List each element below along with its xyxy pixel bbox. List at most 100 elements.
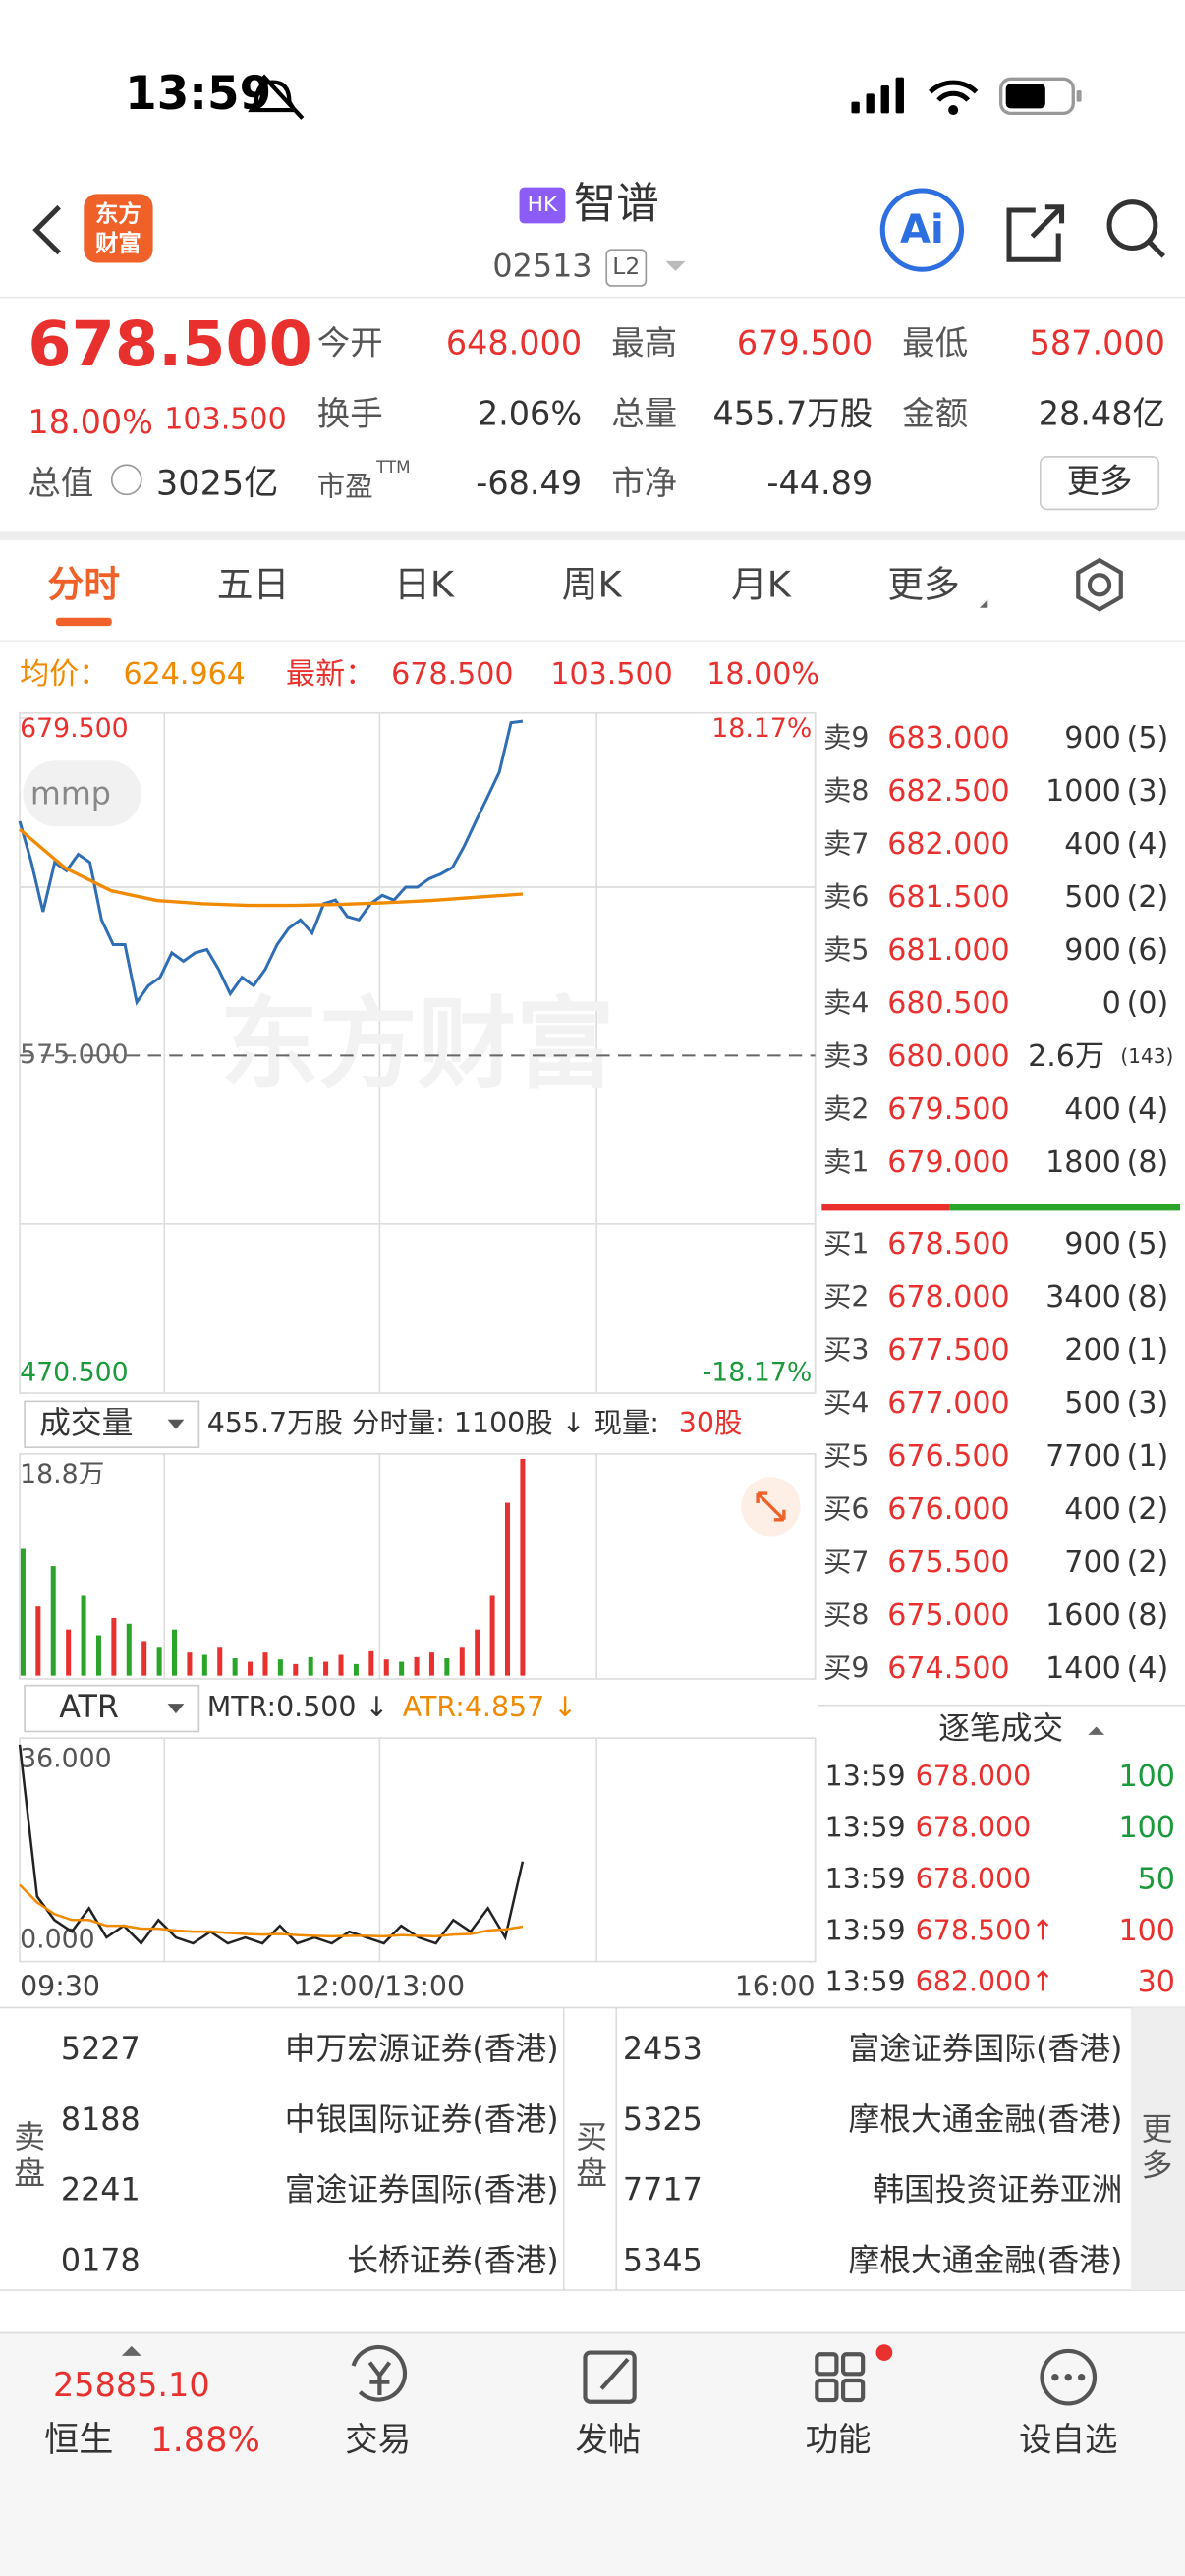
book-price: 679.000 — [887, 1146, 1009, 1180]
book-count: (0) — [1127, 986, 1169, 1021]
book-count: (4) — [1127, 1652, 1169, 1686]
nav-label[interactable]: 交易 — [345, 2420, 411, 2458]
volume-bar — [293, 1663, 299, 1676]
stat-value: -68.49 — [476, 464, 582, 502]
ai-button[interactable] — [879, 188, 965, 272]
book-volume: 500 — [1064, 880, 1120, 915]
index-value: 25885.10 — [53, 2366, 210, 2404]
broker-name: 富途证券国际(香港) — [848, 2032, 1122, 2067]
stat-label: 总量 — [611, 395, 677, 433]
avg-value: 624.964 — [123, 657, 245, 692]
latest-label: 最新： — [286, 657, 374, 692]
book-volume: 1000 — [1045, 774, 1121, 809]
stat-sup: TTM — [375, 457, 411, 476]
more-button[interactable] — [1039, 456, 1160, 511]
nav-label[interactable]: 发帖 — [575, 2420, 641, 2458]
volume-bar — [66, 1629, 72, 1676]
time: 13:59 — [125, 68, 271, 121]
logo[interactable] — [84, 194, 153, 263]
tab[interactable]: 五日 — [217, 563, 290, 605]
chart-tag: mmp — [30, 776, 111, 812]
logo-text: 东方 — [95, 200, 141, 228]
selector-box[interactable] — [24, 1400, 200, 1449]
dropdown[interactable] — [665, 260, 686, 271]
stat-label: 今开 — [317, 324, 383, 363]
book-volume: 1600 — [1045, 1598, 1121, 1633]
y-tick-label: 679.500 — [20, 713, 129, 744]
avg-label: 均价： — [20, 657, 108, 692]
volume-bar — [232, 1658, 238, 1676]
brokers-more-bg[interactable] — [1130, 2007, 1185, 2291]
volume-bar — [444, 1658, 450, 1676]
brokers-more[interactable]: 更多 — [1142, 2112, 1173, 2184]
book-label: 卖9 — [823, 721, 870, 754]
volume-bar — [217, 1647, 223, 1676]
book-count: (8) — [1127, 1280, 1169, 1315]
expand-index[interactable] — [121, 2345, 141, 2356]
book-label: 卖5 — [823, 934, 870, 967]
volume-bar — [277, 1659, 283, 1676]
trade-volume: 30 — [1138, 1965, 1175, 1999]
tab[interactable]: 月K — [731, 563, 792, 605]
stat-value: 455.7万股 — [713, 395, 874, 433]
volume-bar — [428, 1652, 434, 1676]
trade-time: 13:59 — [825, 1863, 906, 1895]
y-tick-label: 36.000 — [20, 1743, 112, 1773]
broker-code: 5227 — [61, 2032, 141, 2067]
book-count: (2) — [1127, 880, 1169, 915]
volume-summary: 455.7万股 分时量: 1100股 ↓ 现量: — [207, 1407, 659, 1439]
tab[interactable]: 更多 — [887, 563, 960, 605]
book-price: 680.500 — [887, 986, 1009, 1021]
share-button[interactable] — [1006, 204, 1065, 262]
ai-label: Ai — [900, 207, 944, 252]
trade-volume: 100 — [1119, 1811, 1175, 1845]
volume-bar — [504, 1502, 511, 1676]
volume-bar — [368, 1650, 374, 1676]
sort-icon[interactable] — [1088, 1726, 1105, 1735]
nav-label[interactable]: 设自选 — [1019, 2420, 1117, 2458]
tab[interactable]: 分时 — [48, 563, 121, 605]
book-label: 买5 — [823, 1440, 870, 1473]
book-price: 679.500 — [887, 1092, 1009, 1127]
volume-bar — [35, 1606, 41, 1676]
book-label: 买6 — [823, 1493, 870, 1526]
volume-bar — [141, 1641, 147, 1676]
book-label: 卖8 — [823, 775, 870, 808]
stat-label: 最高 — [611, 324, 677, 363]
tag-bg — [23, 760, 141, 827]
stat-value: 587.000 — [1030, 324, 1165, 363]
book-count: (5) — [1127, 1227, 1169, 1261]
broker-name: 摩根大通金融(香港) — [848, 2244, 1122, 2279]
market-badge — [519, 187, 566, 224]
stat-label: 最低 — [902, 324, 968, 363]
broker-code: 5325 — [623, 2102, 703, 2138]
info-icon[interactable] — [110, 464, 142, 496]
dots — [1051, 2373, 1086, 2381]
stock-name: 智谱 — [574, 180, 659, 229]
tab[interactable]: 周K — [562, 563, 623, 605]
volume-bar — [308, 1656, 313, 1676]
book-price: 675.500 — [887, 1545, 1009, 1580]
stat-value: -44.89 — [766, 464, 873, 502]
search-button[interactable] — [1106, 199, 1166, 258]
level: L2 — [612, 252, 640, 280]
tab[interactable]: 日K — [394, 563, 455, 605]
settings-button[interactable] — [1076, 557, 1123, 612]
book-price: 682.000 — [887, 827, 1009, 862]
stat-value: 3025亿 — [156, 463, 278, 503]
volume-bar — [262, 1652, 268, 1676]
book-label: 买9 — [823, 1652, 870, 1685]
stat-label: 总值 — [28, 464, 93, 502]
volume-bar — [20, 1548, 26, 1676]
book-count: (3) — [1127, 1386, 1169, 1421]
broker-code: 0178 — [61, 2244, 141, 2279]
book-label: 买1 — [823, 1228, 870, 1260]
back-button[interactable] — [32, 204, 61, 255]
book-count: (2) — [1127, 1545, 1169, 1580]
volume-bar — [475, 1629, 480, 1676]
selector-box[interactable] — [24, 1684, 200, 1733]
price-line — [18, 827, 524, 908]
nav-label[interactable]: 功能 — [806, 2420, 872, 2458]
